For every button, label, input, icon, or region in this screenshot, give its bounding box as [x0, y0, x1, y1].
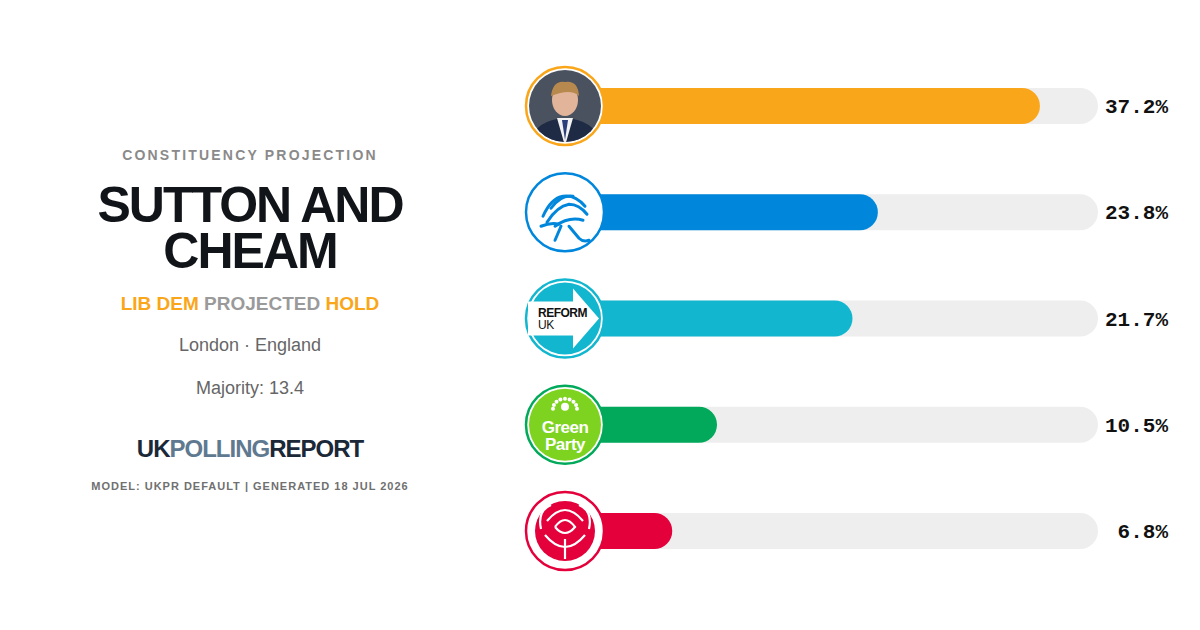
petal [547, 510, 583, 521]
stem [564, 539, 566, 559]
avatar-shirt [557, 118, 573, 146]
petal [579, 505, 590, 529]
track [565, 301, 1098, 337]
party-logo: GreenParty [526, 386, 604, 464]
logo-ring [526, 280, 604, 358]
avatar-bg [528, 69, 602, 143]
value-label: 21.7% [1105, 309, 1168, 332]
brand-part: UK [137, 435, 171, 462]
location: London · England [179, 335, 321, 355]
title: SUTTON ANDCHEAM [98, 177, 404, 279]
tree-stroke [569, 226, 589, 241]
green-dot [568, 398, 572, 402]
logo-ring [526, 67, 604, 145]
party-logo [526, 492, 604, 570]
status-part: PROJECTED [199, 293, 320, 314]
green-dot [563, 397, 567, 401]
tree-stroke [551, 196, 573, 208]
avatar-suit [529, 118, 601, 146]
party-logo [526, 67, 604, 146]
category-label: REFORMUK [538, 306, 588, 332]
value-label: 10.5% [1105, 415, 1168, 438]
logo-ring [526, 386, 604, 464]
brand: UKPOLLINGREPORT [137, 435, 365, 462]
track [565, 88, 1098, 124]
green-bg [529, 389, 601, 461]
majority: Majority: 13.4 [196, 378, 304, 398]
bar [565, 194, 878, 230]
value-label: 23.8% [1105, 202, 1168, 225]
green-dot [552, 403, 556, 407]
tree-stroke [541, 224, 559, 227]
green-dot [555, 400, 559, 404]
category-line: Party [545, 435, 586, 454]
avatar-hair [551, 82, 579, 96]
track [565, 407, 1098, 443]
green-dot [558, 398, 562, 402]
brand-part: REPORT [269, 435, 364, 462]
track [565, 194, 1098, 230]
chart: CONSTITUENCY PROJECTION SUTTON ANDCHEAM LI… [0, 0, 1200, 630]
kicker: CONSTITUENCY PROJECTION [122, 147, 378, 163]
reform-bg [529, 283, 601, 355]
rose [535, 501, 595, 561]
tree-stroke [555, 226, 561, 240]
title-line: CHEAM [163, 223, 336, 279]
status: LIB DEM PROJECTED HOLD [121, 293, 380, 314]
logo-ring [526, 173, 604, 251]
petal [540, 505, 551, 529]
green-sun [561, 403, 569, 411]
footer: MODEL: UKPR DEFAULT | GENERATED 18 JUL 2… [91, 480, 408, 492]
brand-part: POLLING [169, 435, 269, 462]
tree [541, 196, 589, 241]
logos: REFORMUK GreenParty [526, 67, 604, 570]
status-part: HOLD [320, 293, 379, 314]
green-dot [574, 403, 578, 407]
green-dot [571, 400, 575, 404]
category-label: GreenParty [542, 418, 589, 454]
labels: 37.2% 23.8% 21.7% 10.5% 6.8% [1105, 96, 1168, 544]
rose-petals [540, 505, 590, 559]
avatar-tie [562, 120, 568, 140]
reform-arrow [528, 289, 599, 349]
green-dot [551, 407, 555, 411]
status-part: LIB DEM [121, 293, 199, 314]
value-label: 6.8% [1118, 521, 1169, 544]
party-logo: REFORMUK [526, 280, 604, 358]
bar [565, 88, 1040, 124]
bar [565, 301, 852, 337]
petal [555, 520, 575, 533]
value-label: 37.2% [1105, 96, 1168, 119]
green-dot [575, 407, 579, 411]
tracks [565, 88, 1098, 549]
avatar [528, 69, 602, 146]
category-line: UK [538, 318, 554, 332]
track [565, 513, 1098, 549]
bars [565, 88, 1040, 549]
logo-ring [526, 492, 604, 570]
party-logo [526, 173, 604, 251]
